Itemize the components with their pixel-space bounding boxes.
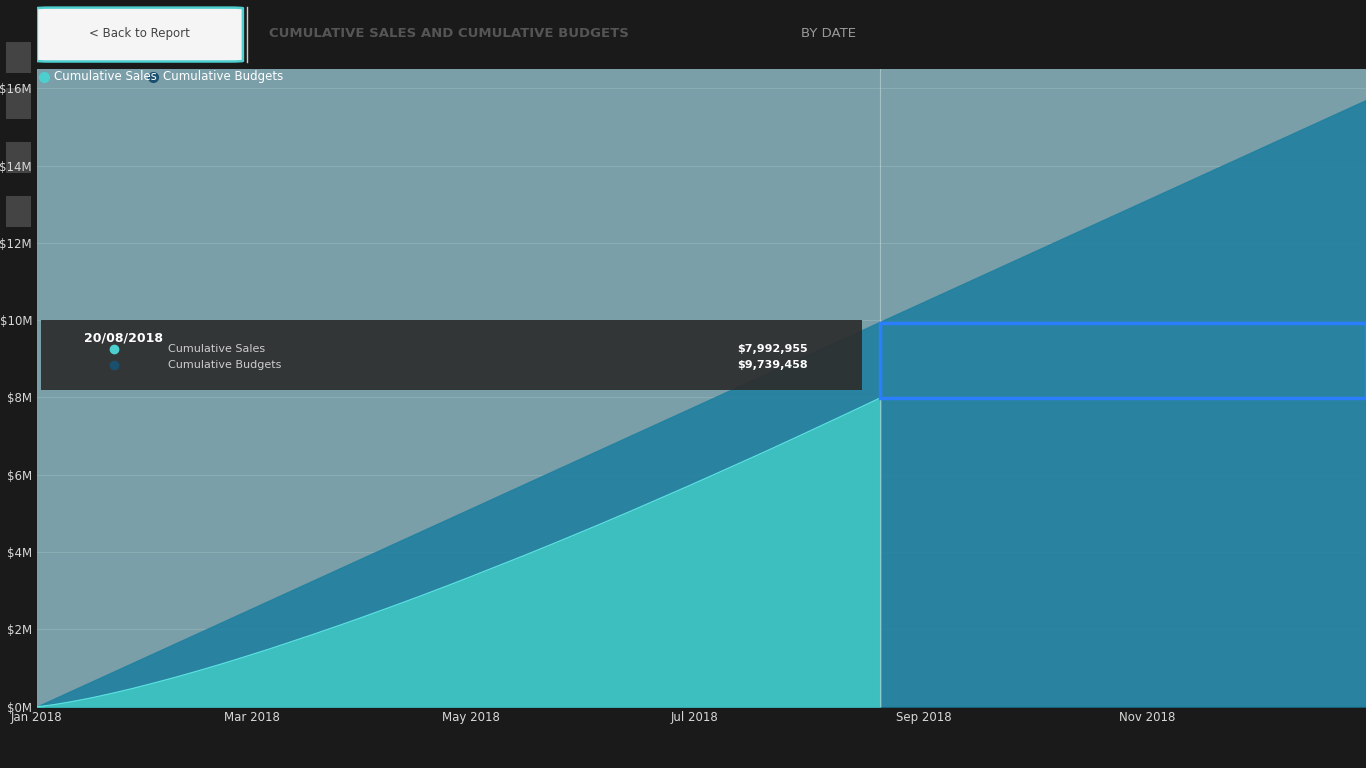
Bar (5, 142, 31, 173)
FancyBboxPatch shape (41, 320, 862, 390)
Text: $9,739,458: $9,739,458 (736, 359, 807, 369)
FancyBboxPatch shape (37, 8, 243, 61)
Text: Cumulative Budgets: Cumulative Budgets (164, 71, 284, 83)
Text: $7,992,955: $7,992,955 (736, 344, 807, 354)
Bar (880, 323, 1366, 398)
Text: < Back to Report: < Back to Report (89, 27, 190, 40)
Text: Cumulative Sales: Cumulative Sales (55, 71, 157, 83)
Text: Cumulative Budgets: Cumulative Budgets (168, 359, 281, 369)
Text: BY DATE: BY DATE (800, 27, 856, 40)
Bar (5, 42, 31, 73)
Text: 20/08/2018: 20/08/2018 (85, 331, 164, 344)
Bar (5, 88, 31, 119)
Text: CUMULATIVE SALES AND CUMULATIVE BUDGETS: CUMULATIVE SALES AND CUMULATIVE BUDGETS (269, 27, 630, 40)
Text: Cumulative Sales: Cumulative Sales (168, 344, 265, 354)
Bar (5, 196, 31, 227)
